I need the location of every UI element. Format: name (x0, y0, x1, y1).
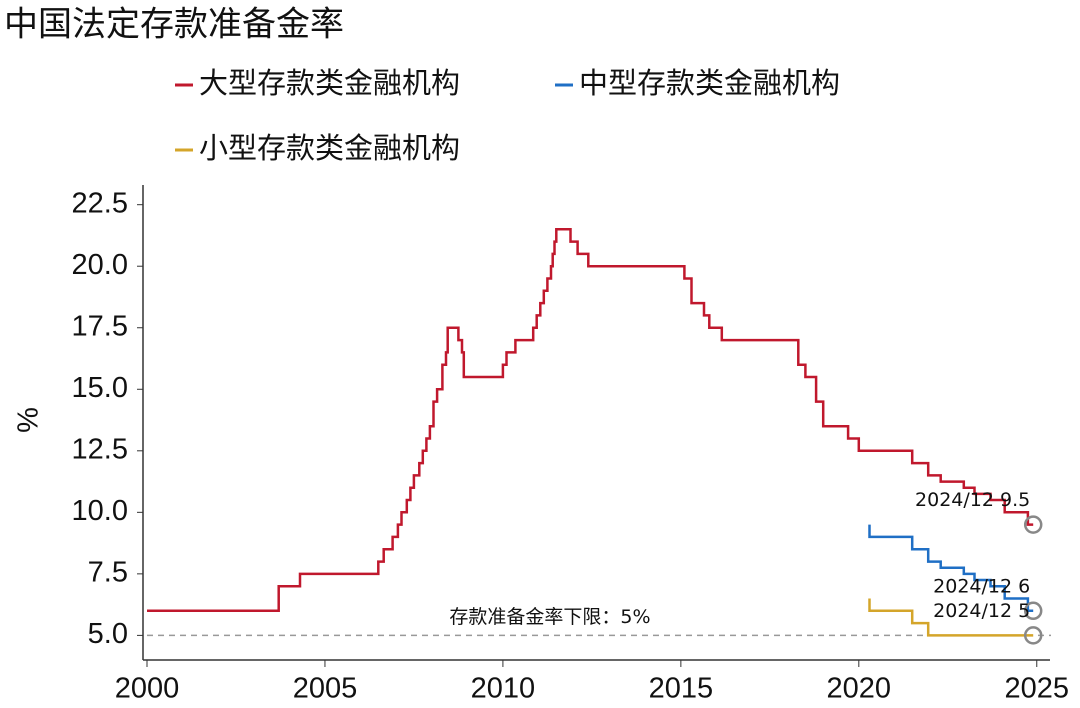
y-tick-label: 5.0 (88, 618, 128, 650)
y-tick-label: 15.0 (72, 372, 128, 404)
end-label: 2024/12 9.5 (915, 489, 1030, 511)
legend-label: 大型存款类金融机构 (199, 66, 460, 100)
series-line (868, 598, 1034, 637)
x-tick-label: 2005 (293, 673, 358, 705)
x-tick-label: 2010 (471, 673, 536, 705)
y-axis-label: % (13, 407, 45, 433)
legend-label: 小型存款类金融机构 (199, 131, 460, 165)
y-tick-label: 20.0 (72, 249, 128, 281)
y-tick-label: 17.5 (72, 310, 128, 342)
end-marker (1023, 601, 1043, 621)
end-marker (1023, 515, 1043, 534)
x-tick-label: 2025 (1005, 673, 1070, 705)
end-label: 2024/12 6 (933, 575, 1030, 597)
end-marker (1023, 626, 1043, 645)
x-tick-label: 2000 (115, 673, 180, 705)
y-tick-label: 10.0 (72, 495, 128, 527)
y-tick-label: 12.5 (72, 433, 128, 465)
x-tick-label: 2015 (649, 673, 714, 705)
chart-title: 中国法定存款准备金率 (4, 5, 344, 45)
y-tick-label: 7.5 (88, 557, 128, 589)
legend-label: 中型存款类金融机构 (579, 66, 840, 100)
x-tick-label: 2020 (827, 673, 892, 705)
end-label: 2024/12 5 (933, 600, 1030, 622)
series-line (868, 524, 1034, 613)
y-tick-label: 22.5 (72, 187, 128, 219)
series-line (147, 228, 1034, 613)
reference-label: 存款准备金率下限：5% (449, 606, 650, 628)
